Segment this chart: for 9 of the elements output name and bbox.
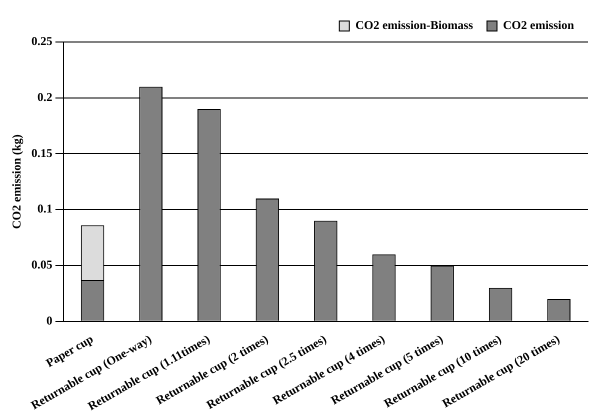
y-tick-label: 0.25: [31, 34, 52, 48]
legend-label: CO2 emission-Biomass: [355, 18, 474, 32]
y-tick-label: 0.1: [37, 202, 52, 216]
y-tick-label: 0: [46, 313, 52, 328]
y-tick-label: 0.05: [31, 258, 52, 272]
y-tick-label: 0.15: [31, 146, 52, 160]
y-axis-title: CO2 emission (kg): [9, 134, 24, 230]
legend-label: CO2 emission: [502, 18, 574, 32]
y-tick-label: 0.2: [37, 90, 52, 104]
